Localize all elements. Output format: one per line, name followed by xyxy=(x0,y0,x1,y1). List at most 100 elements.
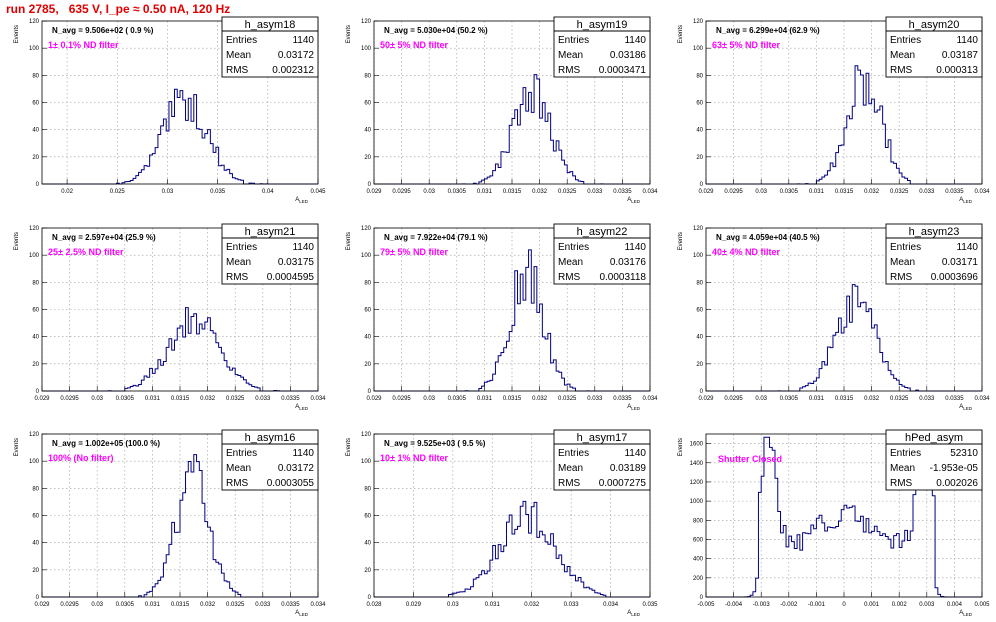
stats-entries-value: 1140 xyxy=(624,242,646,253)
x-tick-label: 0.0335 xyxy=(281,602,300,608)
stats-entries-value: 1140 xyxy=(292,35,314,46)
filter-label: 10± 1% ND filter xyxy=(380,453,448,463)
x-tick-label: 0.034 xyxy=(310,396,326,402)
x-axis-label: ALED xyxy=(295,197,309,204)
x-tick-label: 0.029 xyxy=(698,396,714,402)
x-tick-label: 0.0335 xyxy=(613,189,632,195)
stats-box: h_asym18 Entries 1140 Mean 0.03172 RMS 0.00231… xyxy=(221,16,319,78)
n-avg-label: N_avg = 9.506e+02 ( 0.9 %) xyxy=(52,26,154,35)
x-tick-label: 0.0315 xyxy=(171,396,190,402)
stats-mean-value: 0.03171 xyxy=(942,257,979,268)
y-tick-label: 1600 xyxy=(690,442,704,448)
stats-rms-value: 0.0003055 xyxy=(267,478,315,489)
x-tick-label: 0.035 xyxy=(210,189,226,195)
y-tick-label: 20 xyxy=(32,362,39,368)
x-tick-label: 0.0315 xyxy=(503,396,522,402)
x-tick-label: 0.029 xyxy=(698,189,714,195)
y-tick-label: 1000 xyxy=(690,499,704,505)
stats-mean-value: 0.03172 xyxy=(278,463,315,474)
y-tick-label: 0 xyxy=(36,182,40,188)
x-axis-label: ALED xyxy=(959,610,973,617)
y-tick-label: 120 xyxy=(693,19,704,25)
histogram-h-asym18: 0.02 0.025 0.03 0.035 0.04 0.045 0 20 40 60 80 100 1… xyxy=(14,16,326,204)
x-axis-label: ALED xyxy=(295,404,309,411)
stats-box: h_asym17 Entries 1140 Mean 0.03189 RMS 0.00072… xyxy=(553,429,651,491)
x-tick-label: 0.0315 xyxy=(835,396,854,402)
stats-rms-value: 0.0007275 xyxy=(599,478,647,489)
x-tick-label: 0.035 xyxy=(642,602,658,608)
stats-box: h_asym21 Entries 1140 Mean 0.03175 RMS 0.00045… xyxy=(221,223,319,285)
stats-rms-label: RMS xyxy=(558,272,581,283)
y-tick-label: 40 xyxy=(696,335,703,341)
y-tick-label: 100 xyxy=(29,459,40,465)
y-tick-label: 0 xyxy=(368,182,372,188)
x-tick-label: 0.034 xyxy=(642,396,658,402)
x-tick-label: 0.03 xyxy=(91,602,103,608)
stats-title: h_asym23 xyxy=(909,226,960,238)
x-tick-label: -0.003 xyxy=(753,602,771,608)
y-axis-label: Events xyxy=(678,25,684,43)
x-tick-label: 0.02 xyxy=(61,189,73,195)
y-tick-label: 40 xyxy=(32,128,39,134)
y-tick-label: 60 xyxy=(32,514,39,520)
y-axis-label: Events xyxy=(346,438,352,456)
stats-mean-label: Mean xyxy=(558,463,583,474)
stats-title: h_asym17 xyxy=(577,432,628,444)
stats-box: h_asym22 Entries 1140 Mean 0.03176 RMS 0.00031… xyxy=(553,223,651,285)
x-tick-label: 0.0335 xyxy=(945,189,964,195)
n-avg-label: N_avg = 7.922e+04 (79.1 %) xyxy=(384,233,488,242)
stats-entries-label: Entries xyxy=(226,448,257,459)
histogram-h-asym16: 0.029 0.0295 0.03 0.0305 0.031 0.0315 0.032 0.0… xyxy=(14,429,326,617)
x-tick-label: 0.03 xyxy=(755,396,767,402)
stats-entries-label: Entries xyxy=(890,242,921,253)
stats-mean-label: Mean xyxy=(226,463,251,474)
y-tick-label: 1200 xyxy=(690,480,704,486)
stats-title: h_asym16 xyxy=(245,432,296,444)
stats-rms-value: 0.0003696 xyxy=(931,272,979,283)
x-tick-label: 0.0305 xyxy=(448,396,467,402)
x-tick-label: 0.03 xyxy=(755,189,767,195)
stats-mean-label: Mean xyxy=(890,257,915,268)
y-tick-label: 60 xyxy=(696,101,703,107)
x-tick-label: 0.0335 xyxy=(281,396,300,402)
histogram-hped-asym: -0.005 -0.004 -0.003 -0.002 -0.001 0 0.001 0.00… xyxy=(678,429,990,617)
x-tick-label: 0.0315 xyxy=(835,189,854,195)
y-axis-label: Events xyxy=(678,232,684,250)
x-axis-label: ALED xyxy=(627,404,641,411)
x-tick-label: 0.0325 xyxy=(226,396,245,402)
x-tick-label: 0.031 xyxy=(809,396,825,402)
stats-mean-label: Mean xyxy=(558,50,583,61)
stats-box: h_asym20 Entries 1140 Mean 0.03187 RMS 0.00031… xyxy=(885,16,983,78)
filter-label: 79± 5% ND filter xyxy=(380,247,448,257)
histogram-h-asym23: 0.029 0.0295 0.03 0.0305 0.031 0.0315 0.032 0.0… xyxy=(678,223,990,411)
y-tick-label: 120 xyxy=(361,19,372,25)
n-avg-label: N_avg = 1.002e+05 (100.0 %) xyxy=(52,439,160,448)
x-tick-label: 0.0335 xyxy=(945,396,964,402)
filter-label: 63± 5% ND filter xyxy=(712,40,780,50)
y-tick-label: 80 xyxy=(364,486,371,492)
x-tick-label: 0.04 xyxy=(262,189,274,195)
stats-mean-label: Mean xyxy=(890,50,915,61)
stats-mean-value: 0.03172 xyxy=(278,50,315,61)
x-tick-label: 0.0305 xyxy=(116,396,135,402)
x-tick-label: 0.033 xyxy=(587,189,603,195)
x-tick-label: 0.003 xyxy=(919,602,935,608)
y-axis-label: Events xyxy=(14,232,20,250)
stats-mean-label: Mean xyxy=(226,257,251,268)
stats-entries-value: 1140 xyxy=(624,35,646,46)
stats-entries-value: 1140 xyxy=(292,448,314,459)
x-tick-label: 0.029 xyxy=(366,189,382,195)
x-tick-label: 0.031 xyxy=(145,396,161,402)
y-tick-label: 80 xyxy=(696,280,703,286)
stats-rms-value: 0.002312 xyxy=(272,65,314,76)
y-tick-label: 80 xyxy=(696,73,703,79)
x-tick-label: 0.001 xyxy=(864,602,880,608)
x-tick-label: 0.0325 xyxy=(890,396,909,402)
x-axis-label: ALED xyxy=(295,610,309,617)
y-tick-label: 80 xyxy=(364,280,371,286)
y-tick-label: 0 xyxy=(368,595,372,601)
stats-title: h_asym22 xyxy=(577,226,628,238)
stats-entries-value: 52310 xyxy=(950,448,978,459)
x-tick-label: 0.0295 xyxy=(724,189,743,195)
filter-label: 1± 0.1% ND filter xyxy=(48,40,119,50)
